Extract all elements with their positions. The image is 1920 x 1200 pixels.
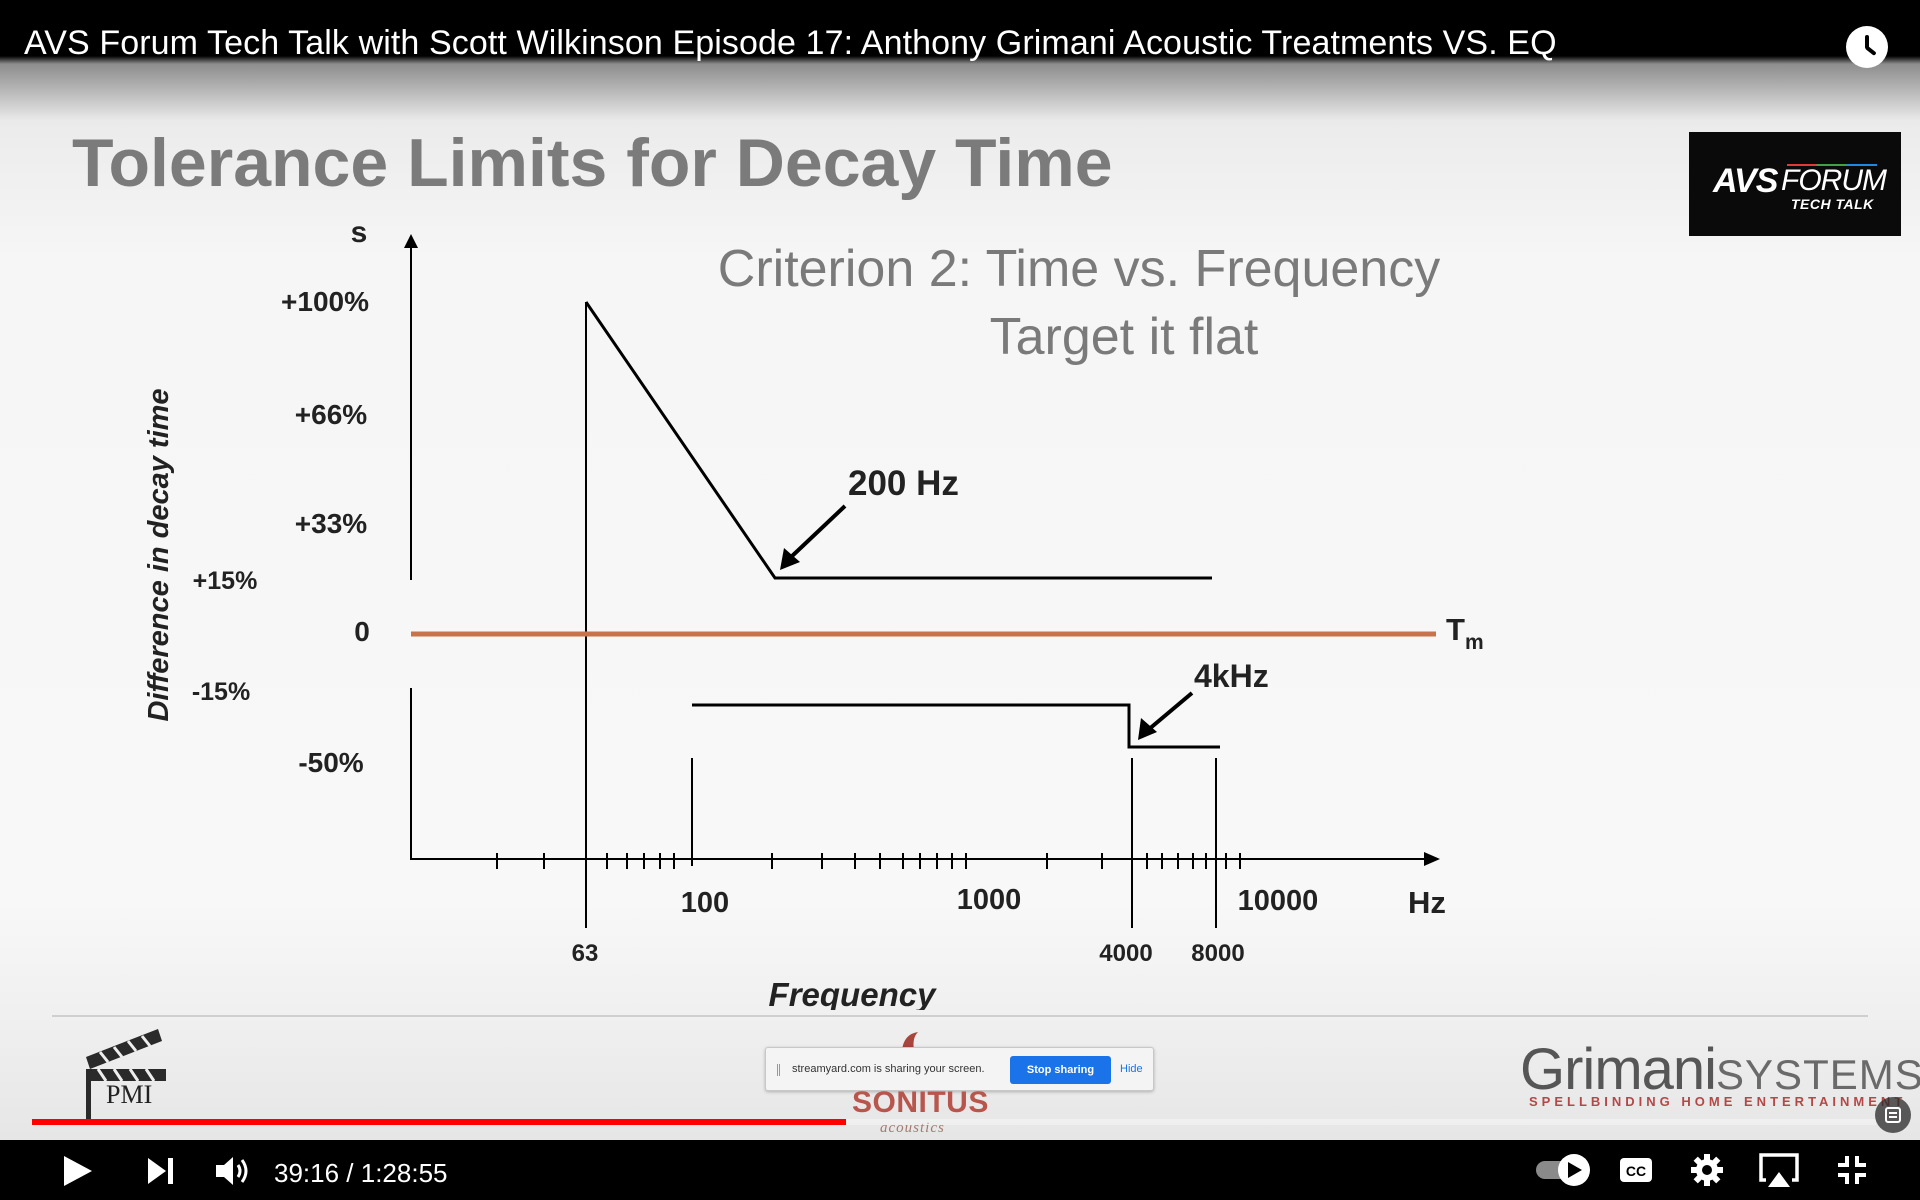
miniplayer-icon [1885,1107,1901,1123]
logo-color-bar [1787,164,1877,166]
miniplayer-button[interactable] [1875,1097,1911,1133]
footer-divider [52,1015,1868,1017]
annotation-4khz: 4kHz [1194,658,1269,694]
clock-minute-hand [1864,45,1877,56]
reference-line-label: Tm [1446,612,1484,654]
progress-played [32,1119,847,1125]
watch-later-clock-icon[interactable] [1846,26,1888,68]
y-tick-label: -15% [192,678,250,706]
x-tick-label: 10000 [1238,885,1319,917]
y-axis-label: Difference in decay time [143,388,175,721]
miniplayer-icon-lines [1889,1112,1897,1114]
hide-button[interactable]: Hide [1120,1063,1143,1075]
x-tick-label: 1000 [957,884,1022,916]
y-tick-label: +15% [193,567,258,595]
airplay-icon[interactable] [1758,1152,1800,1190]
y-tick-label: 0 [354,616,370,647]
stop-sharing-button[interactable]: Stop sharing [1010,1056,1111,1084]
chart-subtitle-line2: Target it flat [990,308,1259,366]
x-axis-arrow [1424,852,1440,866]
annotation-4khz-arrow [1146,691,1194,732]
drag-handle-icon[interactable] [777,1064,780,1076]
next-video-icon[interactable] [146,1156,176,1186]
current-time: 39:16 [274,1158,340,1188]
y-tick-label: +33% [295,508,367,539]
play-icon[interactable] [62,1154,94,1188]
video-title[interactable]: AVS Forum Tech Talk with Scott Wilkinson… [24,24,1557,62]
annotation-4khz-arrowhead [1138,718,1157,740]
settings-gear-icon[interactable] [1690,1153,1724,1187]
progress-bar[interactable] [32,1119,1876,1125]
pmi-logo-text: PMI [106,1080,153,1109]
tech-talk-text: TECH TALK [1791,196,1874,212]
x-tick-label: 100 [681,887,729,919]
sonitus-mark-icon [902,1032,918,1050]
player-controls-bar: 39:16 / 1:28:55 CC [0,1140,1920,1200]
autoplay-toggle-icon[interactable] [1534,1152,1594,1188]
y-tick-label: +100% [281,286,369,317]
y-tick-label: -50% [298,747,363,778]
grimani-tagline: SPELLBINDING HOME ENTERTAINMENT [1529,1094,1907,1109]
avs-forum-logo: AVS FORUM TECH TALK [1689,132,1901,236]
x-marker-label: 8000 [1191,940,1244,967]
y-tick-label: +66% [295,399,367,430]
grimani-logo-systems: SYSTEMS [1716,1051,1920,1098]
exit-fullscreen-icon[interactable] [1836,1154,1868,1186]
sonitus-logo-text: SONITUS [852,1086,989,1119]
annotation-200hz-arrowhead [780,548,800,570]
x-minor-ticks [496,853,1241,869]
avs-logo-text: AVS [1713,162,1778,200]
forum-logo-text: FORUM [1781,164,1887,197]
grimani-logo: GrimaniSYSTEMS [1520,1036,1920,1103]
volume-icon[interactable] [214,1154,254,1188]
captions-icon[interactable]: CC [1618,1154,1654,1186]
y-unit-label: s [351,216,368,249]
time-display: 39:16 / 1:28:55 [274,1158,448,1189]
x-axis-label: Frequency [769,976,938,1010]
slide-title: Tolerance Limits for Decay Time [72,125,1113,201]
screen-share-banner: streamyard.com is sharing your screen. S… [765,1047,1154,1091]
annotation-200hz: 200 Hz [848,464,959,503]
clock-hour-hand [1865,35,1869,49]
series-upper-limit [584,301,1212,580]
x-marker-label: 63 [572,940,599,967]
annotation-200hz-arrow [788,504,847,560]
title-overlay [0,0,1920,120]
sonitus-logo-subtext: acoustics [880,1120,945,1136]
duration: 1:28:55 [360,1158,448,1188]
x-marker-label: 4000 [1099,940,1152,967]
svg-text:CC: CC [1626,1163,1646,1179]
decay-time-chart: Criterion 2: Time vs. Frequency Target i… [143,216,1484,1010]
grimani-logo-name: Grimani [1520,1037,1717,1102]
series-lower-limit [692,703,1220,749]
chart-subtitle-line1: Criterion 2: Time vs. Frequency [718,240,1440,298]
time-separator: / [339,1158,361,1188]
reference-line-label-sub: m [1465,631,1484,654]
x-unit-label: Hz [1408,885,1446,920]
pmi-clapperboard-icon [86,1029,166,1123]
share-message: streamyard.com is sharing your screen. [792,1063,985,1075]
y-axis-arrow [404,234,418,248]
